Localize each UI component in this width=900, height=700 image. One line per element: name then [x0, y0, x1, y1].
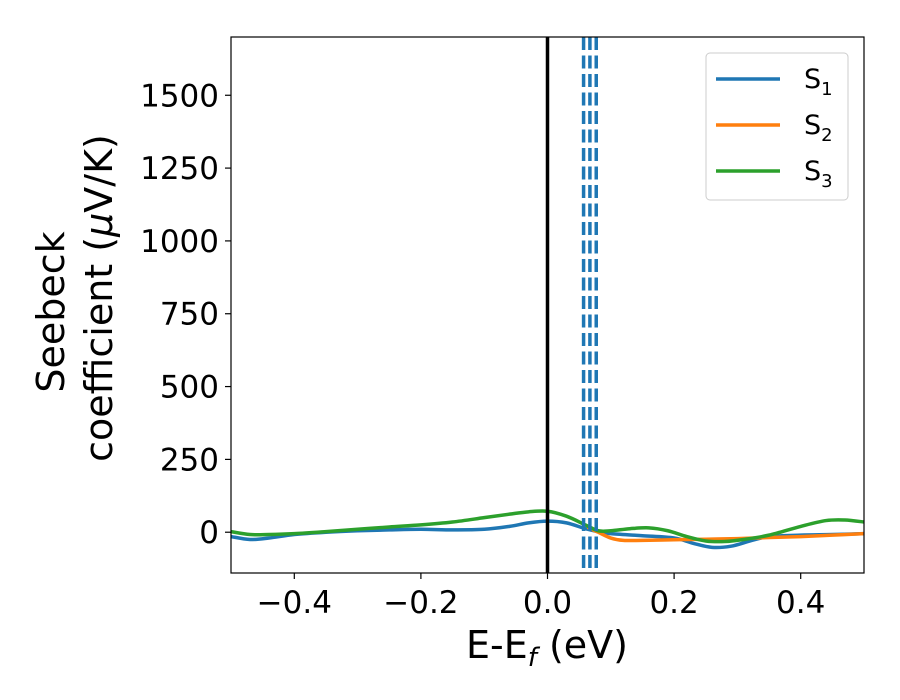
x-axis-ticks: −0.4 −0.2 0.0 0.2 0.4	[257, 573, 825, 621]
series-line-s3	[231, 509, 864, 544]
series-layer	[231, 509, 864, 550]
y-axis-title-unit: V/K)	[77, 134, 121, 213]
y-tick-label: 1000	[140, 224, 219, 260]
x-tick-label: 0.4	[776, 585, 825, 621]
x-tick-label: 0.2	[649, 585, 698, 621]
y-tick-label: 0	[199, 515, 219, 551]
y-tick-label: 750	[160, 297, 219, 333]
y-axis-title-line2: coefficient (μV/K)	[77, 134, 121, 462]
y-tick-label: 250	[160, 442, 219, 478]
y-tick-label: 1500	[140, 78, 219, 114]
x-tick-label: 0.0	[523, 585, 572, 621]
y-tick-label: 500	[160, 370, 219, 406]
y-axis-title-line1: Seebeck	[29, 231, 73, 392]
vertical-lines	[545, 37, 598, 573]
legend-label-s1: S1	[804, 64, 833, 100]
x-tick-label: −0.2	[383, 585, 458, 621]
y-axis-title-mu: μ	[77, 213, 121, 238]
x-tick-label: −0.4	[257, 585, 332, 621]
x-axis-title-main: E-E	[466, 623, 528, 667]
x-axis-title: E-Ef (eV)	[466, 623, 628, 673]
legend-label-s2: S2	[804, 110, 833, 146]
y-axis-ticks: 0 250 500 750 1000 1250 1500	[140, 78, 231, 551]
series-line-s2	[586, 526, 864, 543]
legend: S1 S2 S3	[705, 52, 849, 201]
legend-label-s3: S3	[804, 156, 833, 192]
x-axis-title-unit: (eV)	[537, 623, 628, 667]
y-tick-label: 1250	[140, 151, 219, 187]
y-axis-title-coefficient: coefficient (	[77, 237, 121, 462]
